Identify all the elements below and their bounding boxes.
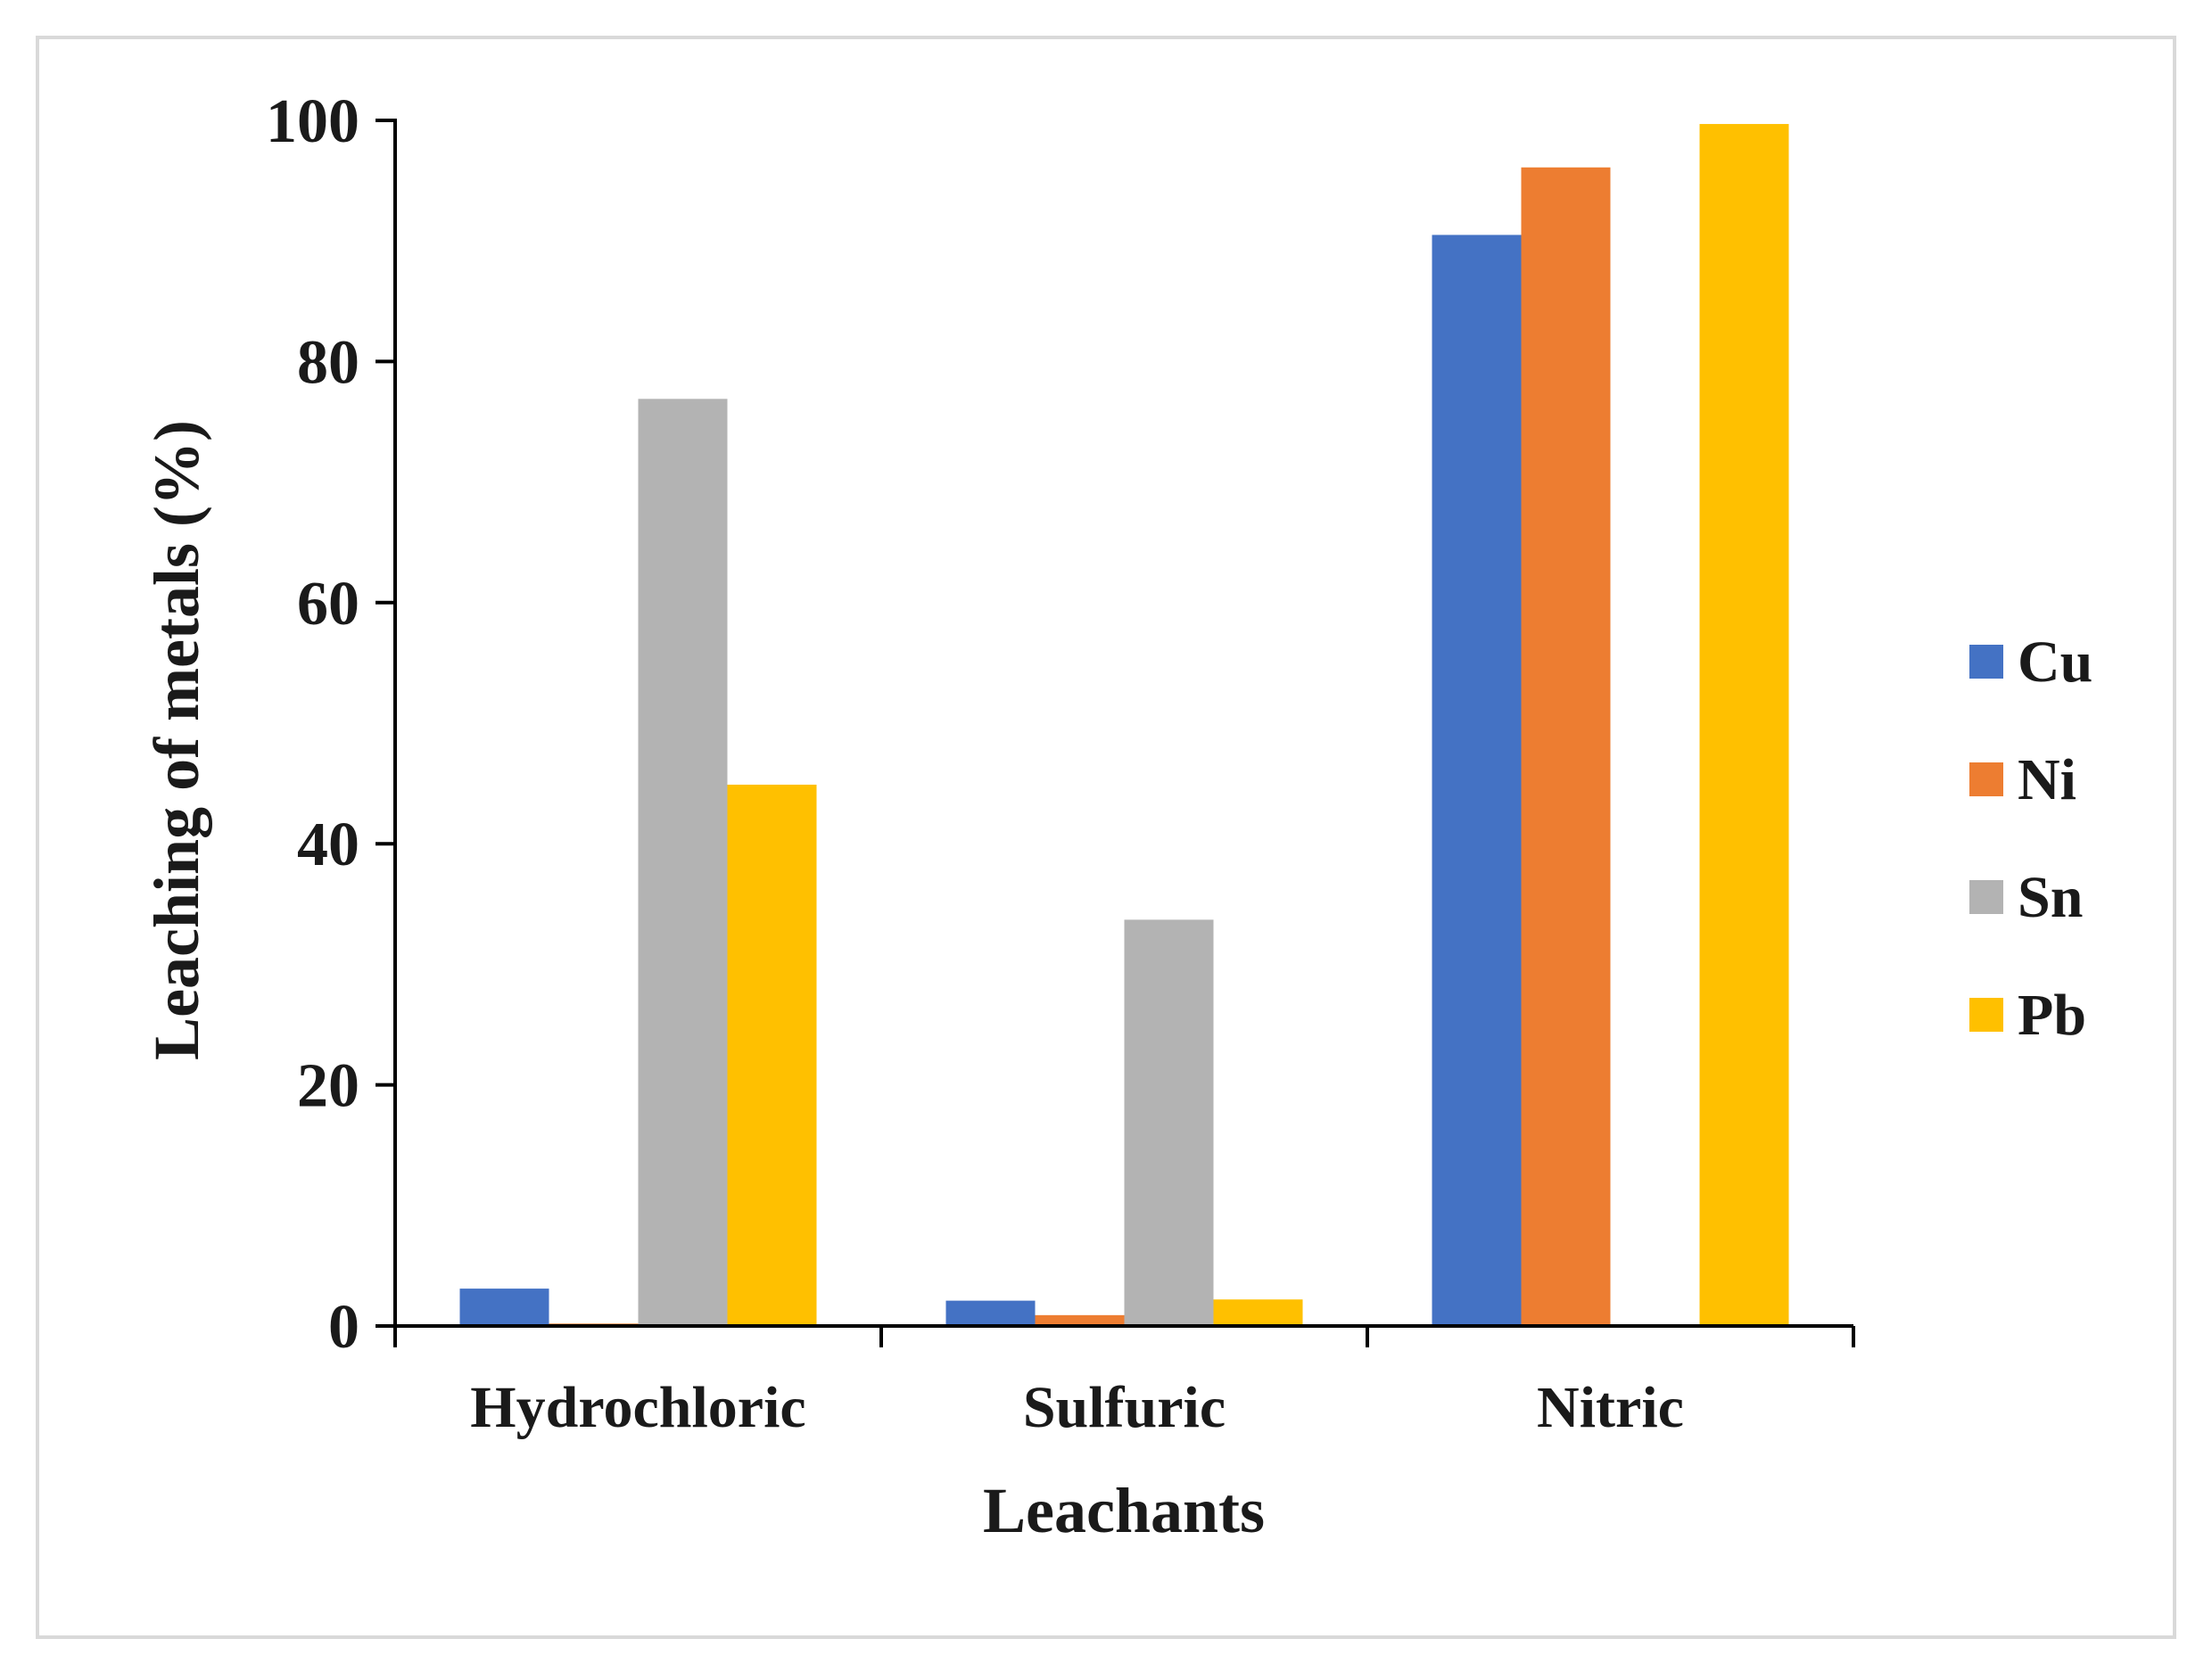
bars-group [459, 124, 1789, 1327]
legend: Cu Ni Sn Pb [1969, 630, 2092, 1048]
y-tick-label: 40 [297, 811, 359, 879]
y-tick-label: 60 [297, 570, 359, 638]
bar-sn-sulfuric [1124, 919, 1214, 1326]
figure-frame [36, 36, 2176, 1639]
x-category-label: Nitric [1537, 1375, 1684, 1440]
legend-swatch-sn [1969, 880, 2003, 914]
y-tick-label: 100 [266, 87, 359, 156]
y-axis-title: Leaching of metals (%) [141, 420, 212, 1060]
bar-cu-sulfuric [945, 1300, 1036, 1326]
bar-cu-nitric [1432, 235, 1522, 1327]
axes-group [393, 119, 1853, 1347]
legend-label-ni: Ni [2018, 747, 2076, 812]
bar-pb-hydrochloric [727, 784, 817, 1326]
legend-label-pb: Pb [2018, 983, 2086, 1048]
bar-pb-nitric [1699, 124, 1789, 1326]
bar-ni-sulfuric [1035, 1314, 1125, 1326]
x-categories-group: Hydrochloric Sulfuric Nitric [393, 1326, 1855, 1440]
legend-label-cu: Cu [2018, 630, 2092, 695]
legend-label-sn: Sn [2018, 865, 2083, 930]
bar-ni-nitric [1521, 167, 1611, 1326]
legend-swatch-ni [1969, 762, 2003, 796]
bar-pb-sulfuric [1213, 1299, 1303, 1326]
bar-sn-hydrochloric [638, 399, 728, 1326]
y-ticks-group: 0 20 40 60 80 100 [266, 87, 395, 1362]
bar-cu-hydrochloric [459, 1289, 549, 1326]
y-tick-label: 80 [297, 328, 359, 397]
y-tick-label: 0 [328, 1293, 359, 1362]
y-tick-label: 20 [297, 1052, 359, 1121]
x-axis-title: Leachants [983, 1475, 1265, 1546]
legend-swatch-pb [1969, 998, 2003, 1032]
legend-swatch-cu [1969, 645, 2003, 679]
x-category-label: Hydrochloric [470, 1375, 805, 1440]
x-category-label: Sulfuric [1023, 1375, 1226, 1440]
